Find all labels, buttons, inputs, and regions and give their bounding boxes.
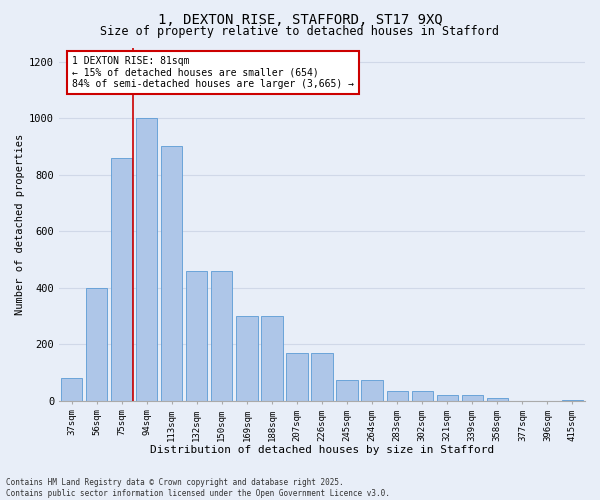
Text: Contains HM Land Registry data © Crown copyright and database right 2025.
Contai: Contains HM Land Registry data © Crown c… <box>6 478 390 498</box>
Bar <box>437 396 458 401</box>
Bar <box>186 271 208 401</box>
Text: 1 DEXTON RISE: 81sqm
← 15% of detached houses are smaller (654)
84% of semi-deta: 1 DEXTON RISE: 81sqm ← 15% of detached h… <box>72 56 354 89</box>
X-axis label: Distribution of detached houses by size in Stafford: Distribution of detached houses by size … <box>150 445 494 455</box>
Bar <box>386 391 408 401</box>
Bar <box>337 380 358 401</box>
Bar <box>211 271 232 401</box>
Bar <box>412 391 433 401</box>
Bar <box>236 316 257 401</box>
Bar <box>286 353 308 401</box>
Bar <box>562 400 583 401</box>
Bar <box>61 378 82 401</box>
Bar <box>361 380 383 401</box>
Text: 1, DEXTON RISE, STAFFORD, ST17 9XQ: 1, DEXTON RISE, STAFFORD, ST17 9XQ <box>158 12 442 26</box>
Bar <box>86 288 107 401</box>
Y-axis label: Number of detached properties: Number of detached properties <box>15 134 25 315</box>
Bar <box>161 146 182 401</box>
Bar <box>311 353 332 401</box>
Text: Size of property relative to detached houses in Stafford: Size of property relative to detached ho… <box>101 25 499 38</box>
Bar <box>136 118 157 401</box>
Bar <box>461 396 483 401</box>
Bar <box>111 158 132 401</box>
Bar <box>261 316 283 401</box>
Bar <box>487 398 508 401</box>
